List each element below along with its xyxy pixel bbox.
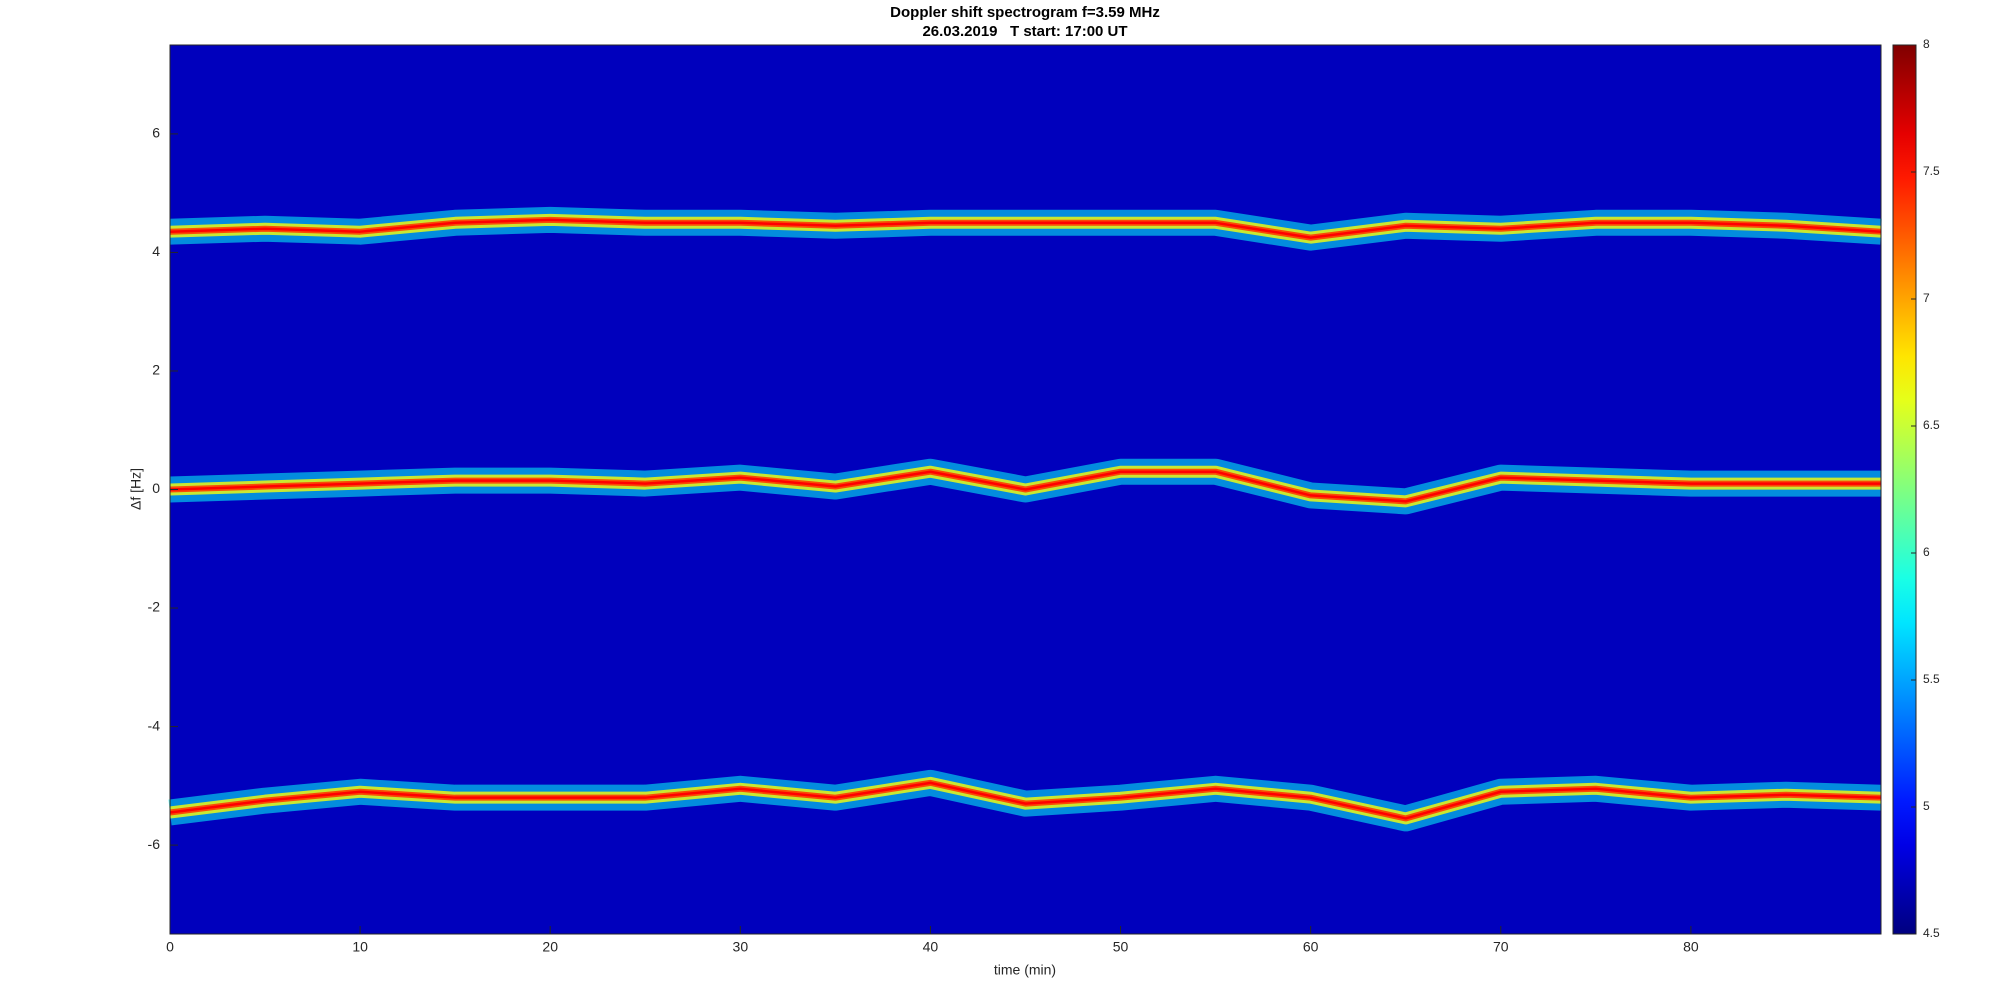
x-tick-label: 60 [1303, 939, 1319, 955]
colorbar-tick-label: 5.5 [1923, 672, 1940, 686]
x-tick-label: 40 [923, 939, 939, 955]
chart-title: Doppler shift spectrogram f=3.59 MHz [890, 4, 1160, 21]
y-tick-label: 0 [152, 480, 160, 496]
y-tick-label: 2 [152, 362, 160, 378]
colorbar-tick-label: 4.5 [1923, 926, 1940, 940]
x-tick-label: 80 [1683, 939, 1699, 955]
colorbar-tick-label: 6.5 [1923, 418, 1940, 432]
x-tick-label: 10 [352, 939, 368, 955]
trace-line [169, 470, 1881, 503]
y-tick-label: -4 [148, 717, 161, 733]
colorbar-tick-label: 5 [1923, 799, 1930, 813]
x-tick-label: 30 [733, 939, 749, 955]
y-tick-label: -2 [148, 599, 161, 615]
colorbar-tick-label: 7 [1923, 291, 1930, 305]
x-tick-label: 50 [1113, 939, 1129, 955]
x-axis-label: time (min) [994, 962, 1056, 978]
chart-subtitle: 26.03.2019 T start: 17:00 UT [922, 23, 1127, 40]
x-tick-label: 0 [166, 939, 174, 955]
y-tick-label: 6 [152, 125, 160, 141]
y-tick-label: 4 [152, 243, 160, 259]
colorbar-tick-label: 7.5 [1923, 164, 1940, 178]
colorbar [1892, 44, 1917, 935]
trace-line [169, 781, 1882, 820]
y-tick-label: -6 [148, 836, 161, 852]
colorbar-tick-label: 8 [1923, 37, 1930, 51]
trace-line [169, 218, 1882, 239]
y-axis-label: Δf [Hz] [128, 468, 144, 510]
colorbar-tick-label: 6 [1923, 545, 1930, 559]
x-tick-label: 20 [542, 939, 558, 955]
x-tick-label: 70 [1493, 939, 1509, 955]
